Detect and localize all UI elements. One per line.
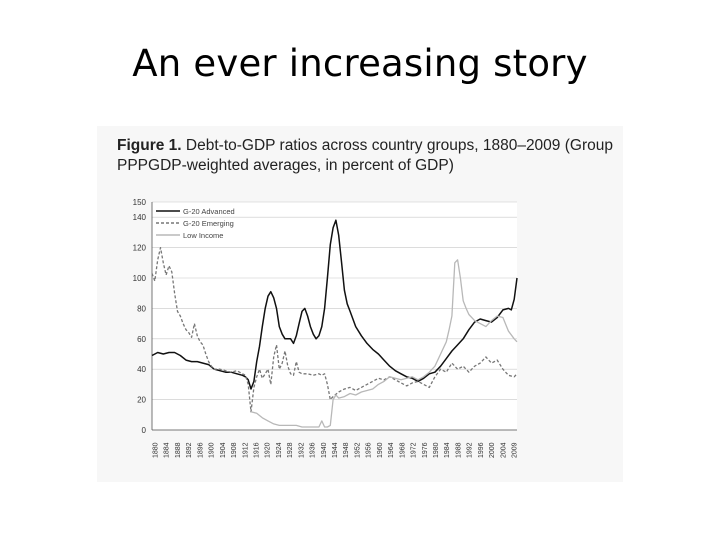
x-tick-label: 1928 [287, 442, 294, 458]
x-tick-label: 1992 [467, 442, 474, 458]
x-tick-label: 1888 [175, 442, 182, 458]
y-tick-label: 20 [137, 396, 146, 405]
x-tick-label: 1908 [231, 442, 238, 458]
series-line-g-20-emerging [151, 246, 518, 413]
x-tick-label: 1880 [153, 442, 160, 458]
x-tick-label: 1896 [197, 442, 204, 458]
x-tick-label: 1920 [265, 442, 272, 458]
figure-caption: Figure 1. Debt-to-GDP ratios across coun… [117, 136, 617, 176]
figure-panel: Figure 1. Debt-to-GDP ratios across coun… [97, 126, 623, 482]
x-tick-label: 2009 [512, 442, 519, 458]
x-tick-label: 1904 [220, 442, 227, 458]
x-tick-label: 1944 [332, 442, 339, 458]
slide-title: An ever increasing story [132, 42, 588, 85]
x-tick-label: 1924 [276, 442, 283, 458]
x-tick-label: 1984 [444, 442, 451, 458]
plot-area [152, 202, 517, 430]
x-tick-label: 1916 [253, 442, 260, 458]
y-tick-label: 0 [142, 426, 147, 435]
y-tick-label: 100 [133, 274, 147, 283]
chart-axes: 0 20 40 60 80 100 120 140 150 1880 1884 1888 1892 189… [133, 198, 519, 458]
x-tick-label: 1932 [298, 442, 305, 458]
chart-grid [152, 201, 517, 431]
chart-legend: G-20 Advanced G-20 Emerging Low Income [156, 207, 235, 240]
chart-series [151, 219, 518, 428]
x-tick-label: 1912 [242, 442, 249, 458]
series-line-g-20-advanced [151, 219, 518, 390]
debt-to-gdp-line-chart: 0 20 40 60 80 100 120 140 150 1880 1884 1888 1892 189… [133, 198, 519, 458]
x-tick-label: 1936 [310, 442, 317, 458]
x-tick-label: 1968 [399, 442, 406, 458]
x-tick-label: 1940 [321, 442, 328, 458]
x-tick-label: 1956 [366, 442, 373, 458]
x-tick-label: 1892 [186, 442, 193, 458]
figure-caption-text: Debt-to-GDP ratios across country groups… [117, 137, 613, 174]
x-tick-label: 1964 [388, 442, 395, 458]
y-tick-label: 40 [137, 365, 146, 374]
x-tick-label: 1900 [209, 442, 216, 458]
x-tick-label: 1980 [433, 442, 440, 458]
legend-label: Low Income [183, 231, 223, 240]
y-tick-label: 120 [133, 244, 147, 253]
x-tick-label: 1996 [478, 442, 485, 458]
figure-label: Figure 1. [117, 137, 182, 154]
x-tick-label: 1988 [455, 442, 462, 458]
legend-label: G-20 Emerging [183, 219, 234, 228]
x-tick-label: 1960 [377, 442, 384, 458]
x-tick-label: 1884 [164, 442, 171, 458]
legend-label: G-20 Advanced [183, 207, 235, 216]
y-tick-label: 80 [137, 304, 146, 313]
x-tick-label: 1976 [422, 442, 429, 458]
x-tick-label: 1972 [411, 442, 418, 458]
x-tick-label: 1952 [354, 442, 361, 458]
series-line-low-income [250, 259, 518, 428]
x-tick-label: 2000 [489, 442, 496, 458]
x-tick-label: 2004 [500, 442, 507, 458]
y-tick-label: 150 [133, 198, 147, 207]
y-tick-label: 140 [133, 213, 147, 222]
y-tick-label: 60 [137, 335, 146, 344]
x-tick-label: 1948 [343, 442, 350, 458]
